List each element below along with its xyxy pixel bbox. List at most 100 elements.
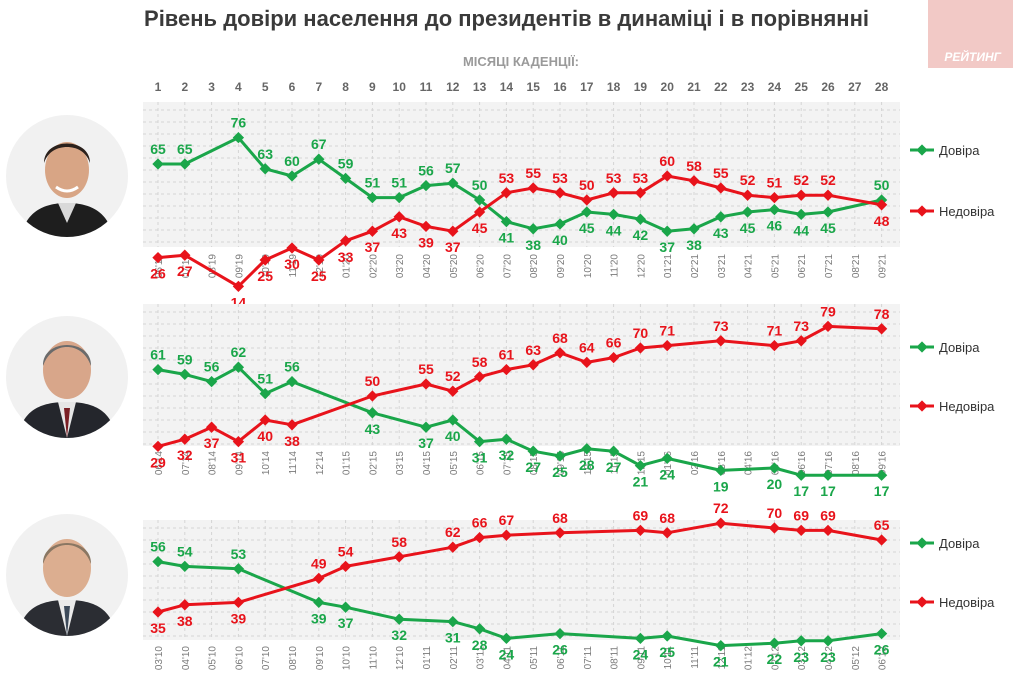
date-tick-label: 07'21 <box>824 254 835 279</box>
plot-area <box>143 520 900 640</box>
distrust-data-label: 55 <box>525 165 541 181</box>
trust-point <box>152 363 164 376</box>
distrust-point <box>179 433 191 445</box>
month-number: 5 <box>262 80 269 94</box>
trust-point <box>393 191 405 204</box>
trust-data-label: 26 <box>552 642 568 658</box>
trust-data-label: 22 <box>767 651 783 667</box>
distrust-point <box>447 541 459 553</box>
legend-trust-label: Довіра <box>939 340 980 355</box>
month-number: 16 <box>553 80 567 94</box>
month-number: 13 <box>473 80 487 94</box>
trust-point <box>527 223 539 235</box>
trust-point <box>581 443 593 455</box>
distrust-data-label: 68 <box>659 510 675 526</box>
distrust-data-label: 30 <box>284 256 300 272</box>
trust-point <box>634 213 647 225</box>
distrust-data-label: 79 <box>820 303 836 319</box>
trust-data-label: 38 <box>525 237 541 253</box>
trust-data-label: 40 <box>552 232 568 248</box>
trust-data-label: 56 <box>204 359 220 375</box>
date-tick-label: 01'15 <box>342 451 353 476</box>
trust-point <box>152 555 164 568</box>
date-tick-label: 08'19 <box>208 254 219 279</box>
distrust-data-label: 39 <box>418 234 434 250</box>
distrust-point <box>500 529 513 541</box>
zelensky-portrait <box>6 115 128 237</box>
distrust-data-label: 35 <box>150 620 166 636</box>
date-tick-label: 01'20 <box>342 254 353 279</box>
distrust-data-label: 26 <box>150 266 166 282</box>
trust-data-label: 51 <box>365 175 381 191</box>
trust-data-label: 46 <box>767 218 783 234</box>
trust-data-label: 31 <box>472 450 488 466</box>
distrust-data-label: 71 <box>767 323 783 339</box>
trust-point <box>554 627 566 640</box>
date-tick-label: 06'14 <box>154 451 165 476</box>
trust-data-label: 39 <box>311 610 327 626</box>
trust-data-label: 44 <box>606 222 622 238</box>
month-number: 24 <box>768 80 782 94</box>
date-tick-label: 06'16 <box>797 451 808 476</box>
trust-point <box>715 639 727 652</box>
distrust-series-line <box>157 174 882 288</box>
chart-title: Рівень довіри населення до президентів в… <box>144 6 869 31</box>
month-number: 4 <box>235 80 242 94</box>
date-tick-label: 03'16 <box>717 451 728 476</box>
date-tick-label: 08'20 <box>529 254 540 279</box>
trust-data-label: 17 <box>820 483 836 499</box>
month-number: 10 <box>393 80 407 94</box>
yanukovych-portrait <box>6 514 128 636</box>
trust-data-label: 63 <box>257 146 273 162</box>
distrust-data-label: 73 <box>793 318 809 334</box>
distrust-point <box>313 254 325 266</box>
trust-data-label: 56 <box>418 163 434 179</box>
distrust-data-label: 55 <box>418 361 434 377</box>
date-tick-label: 09'16 <box>878 451 889 476</box>
distrust-point <box>875 534 888 546</box>
trust-point <box>447 615 459 628</box>
distrust-point <box>554 527 566 539</box>
month-number: 18 <box>607 80 621 94</box>
date-tick-label: 09'15 <box>556 451 567 476</box>
trust-data-label: 65 <box>150 141 166 157</box>
distrust-data-label: 64 <box>579 339 595 355</box>
date-tick-label: 06'21 <box>797 254 808 279</box>
distrust-data-label: 48 <box>874 213 890 229</box>
trust-point <box>554 450 566 462</box>
date-tick-label: 06'10 <box>234 646 245 671</box>
distrust-data-label: 60 <box>659 153 675 169</box>
trust-data-label: 20 <box>767 476 783 492</box>
month-number: 27 <box>848 80 862 94</box>
distrust-data-label: 53 <box>499 170 515 186</box>
date-tick-label: 04'12 <box>824 646 835 671</box>
trust-point <box>179 368 191 381</box>
trust-point <box>313 596 325 609</box>
distrust-point <box>715 517 727 529</box>
month-number: 17 <box>580 80 594 94</box>
distrust-point <box>795 335 807 347</box>
trust-data-label: 32 <box>391 627 407 643</box>
distrust-point <box>875 323 888 335</box>
distrust-point <box>393 211 405 223</box>
date-tick-label: 04'16 <box>744 451 755 476</box>
trust-data-label: 53 <box>231 546 247 562</box>
date-tick-label: 05'21 <box>770 254 781 279</box>
rating-logo: РЕЙТИНГ <box>928 0 1013 68</box>
trust-data-label: 59 <box>177 351 193 367</box>
distrust-point <box>232 280 245 293</box>
distrust-data-label: 69 <box>793 507 809 523</box>
distrust-data-label: 52 <box>793 172 809 188</box>
month-number: 28 <box>875 80 889 94</box>
trust-point <box>795 469 807 481</box>
trust-data-label: 37 <box>659 239 675 255</box>
distrust-data-label: 58 <box>391 534 407 550</box>
date-tick-label: 03'21 <box>717 254 728 279</box>
date-tick-label: 02'20 <box>368 254 379 279</box>
date-tick-label: 11'19 <box>288 254 299 278</box>
distrust-data-label: 68 <box>552 330 568 346</box>
distrust-point <box>795 524 807 537</box>
trust-point <box>741 206 754 218</box>
distrust-point <box>366 390 379 402</box>
trust-data-label: 38 <box>686 237 702 253</box>
